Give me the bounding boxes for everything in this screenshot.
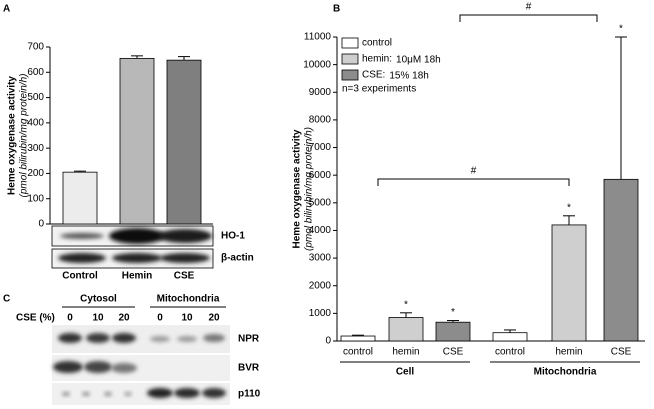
y-tick-label: 8000 [309,115,332,126]
y-tick-label: 10000 [303,59,331,70]
blot-c [52,325,230,405]
significance-marker: * [404,299,408,310]
y-tick-label: 9000 [309,87,332,98]
legend-label: hemin: [362,54,392,65]
bracket-label: # [526,2,532,13]
y-tick-label: 600 [27,67,44,78]
panel-label: C [3,294,10,305]
legend-label: CSE: [362,70,385,81]
group-label: Cell [396,367,415,378]
panel-label: B [333,4,340,15]
bracket-label: # [471,166,477,177]
x-tick-label: CSE [443,347,464,358]
y-tick-label: 7000 [309,142,332,153]
x-tick-label: control [343,347,373,358]
dose: 10 [181,313,193,324]
group-label: Mitochondria [534,367,597,378]
blot-label: BVR [238,363,260,374]
y-axis-title: Heme oxygenase activity [292,129,303,248]
bar [388,317,424,342]
x-tick-label: Hemin [122,271,153,282]
x-tick-label: Control [62,271,98,282]
legend-label: control [362,38,392,49]
bar [435,321,471,342]
dose: 20 [208,313,220,324]
x-tick-label: CSE [174,271,195,282]
fraction-label: Cytosol [80,294,117,305]
y-tick-label: 2000 [309,280,332,291]
y-tick-label: 6000 [309,170,332,181]
blot-label: HO-1 [221,231,245,242]
bracket [459,14,598,22]
y-tick-label: 100 [27,193,44,204]
y-tick-label: 0 [325,336,331,347]
y-tick-label: 4000 [309,225,332,236]
y-axis-subtitle: (pmol bilirubin/mg protein/h) [304,127,315,251]
y-tick-label: 11000 [304,32,332,43]
bar [119,57,155,225]
bar [62,171,98,225]
x-tick-label: hemin [555,347,582,358]
bar [603,178,639,342]
y-axis-title: Heme oxygenase activity [7,76,18,195]
bracket [377,178,570,186]
legend-detail: 10μM 18h [396,55,441,66]
dose: 20 [118,313,130,324]
y-tick-label: 500 [27,92,44,103]
significance-marker: * [619,24,623,35]
bar [492,332,528,342]
legend-detail: 15% 18h [389,71,428,82]
legend-swatch [341,69,359,81]
y-tick-label: 1000 [309,308,332,319]
bar [166,59,202,225]
x-tick-label: CSE [611,347,632,358]
x-tick-label: control [495,347,525,358]
y-tick-label: 200 [27,168,44,179]
blot-label: p110 [238,389,261,400]
significance-marker: * [451,307,455,318]
y-axis-subtitle: (pmol bilirubin/mg protein/h) [19,74,30,198]
bar [551,224,587,342]
y-tick-label: 300 [27,143,44,154]
blot-label: NPR [238,334,260,345]
dose-label: CSE (%) [16,313,55,324]
blot-a [51,225,214,269]
y-tick-label: 5000 [309,197,332,208]
blot-label: β-actin [221,253,254,264]
y-tick-label: 3000 [309,253,332,264]
dose: 10 [92,313,104,324]
panel-label: A [3,4,10,15]
legend-swatch [341,37,359,49]
y-tick-label: 400 [27,117,44,128]
dose: 0 [157,313,163,324]
y-tick-label: 700 [27,42,44,53]
significance-marker: * [567,202,571,213]
bar [340,335,376,342]
fraction-label: Mitochondria [157,294,220,305]
y-tick-label: 0 [38,219,44,230]
legend-swatch [341,53,359,65]
x-tick-label: hemin [392,347,419,358]
dose: 0 [67,313,73,324]
note: n=3 experiments [342,84,416,95]
